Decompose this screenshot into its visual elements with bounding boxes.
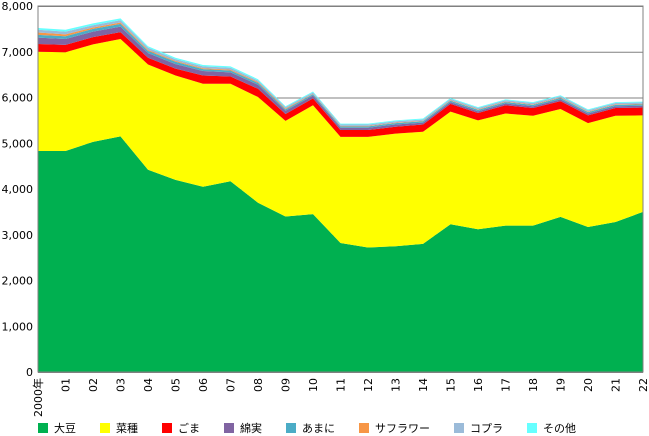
y-tick-label: 5,000	[2, 137, 34, 150]
x-tick-label: 11	[335, 378, 348, 392]
x-tick-label: 08	[252, 378, 265, 392]
legend-label: サフラワー	[375, 422, 430, 435]
x-tick-label: 05	[170, 378, 183, 392]
x-tick-label: 10	[307, 378, 320, 392]
axes	[37, 5, 644, 373]
legend-swatch	[224, 423, 234, 433]
legend-item: コプラ	[454, 420, 503, 436]
legend: 大豆 菜種 ごま 綿実 あまに サフラワー コプラ その他	[38, 420, 600, 436]
legend-swatch	[100, 423, 110, 433]
x-tick-label: 13	[390, 378, 403, 392]
legend-label: あまに	[302, 422, 335, 435]
x-tick-label: 12	[362, 378, 375, 392]
x-tick-label: 16	[472, 378, 485, 392]
legend-label: 大豆	[54, 422, 76, 435]
x-tick-label: 20	[582, 378, 595, 392]
x-tick-label: 06	[197, 378, 210, 392]
x-tick-label: 01	[60, 378, 73, 392]
x-tick-label: 15	[445, 378, 458, 392]
y-tick-label: 0	[26, 366, 33, 379]
y-tick-label: 7,000	[2, 46, 34, 59]
legend-item: ごま	[162, 420, 200, 436]
legend-item: その他	[527, 420, 576, 436]
x-tick-label: 02	[87, 378, 100, 392]
legend-label: コプラ	[470, 422, 503, 435]
x-tick-label: 09	[280, 378, 293, 392]
legend-label: 綿実	[240, 422, 262, 435]
legend-swatch	[286, 423, 296, 433]
x-tick-label: 17	[500, 378, 513, 392]
legend-item: あまに	[286, 420, 335, 436]
legend-label: その他	[543, 422, 576, 435]
legend-swatch	[162, 423, 172, 433]
y-tick-labels: 0 1,000 2,000 3,000 4,000 5,000 6,000 7,000 8,00…	[2, 0, 34, 379]
x-tick-label: 21	[610, 378, 623, 392]
legend-swatch	[454, 423, 464, 433]
x-tick-label: 18	[527, 378, 540, 392]
legend-label: ごま	[178, 422, 200, 435]
legend-item: 大豆	[38, 420, 76, 436]
y-tick-label: 4,000	[2, 183, 34, 196]
legend-item: 綿実	[224, 420, 262, 436]
y-tick-label: 6,000	[2, 92, 34, 105]
area-3	[38, 32, 643, 137]
legend-item: 菜種	[100, 420, 138, 436]
legend-swatch	[38, 423, 48, 433]
y-tick-label: 3,000	[2, 229, 34, 242]
y-tick-label: 8,000	[2, 0, 34, 13]
x-tick-label: 04	[142, 378, 155, 392]
x-tick-label: 03	[115, 378, 128, 392]
x-tick-label: 07	[225, 378, 238, 392]
area-series	[38, 18, 643, 372]
x-tick-label: 19	[555, 378, 568, 392]
area-2	[38, 38, 643, 248]
legend-item: サフラワー	[359, 420, 430, 436]
x-tick-labels: 2000年 01 02 03 04 05 06 07 08 09 10 11 12 13 14 15 16 17 1…	[31, 378, 649, 417]
y-tick-label: 2,000	[2, 275, 34, 288]
legend-swatch	[359, 423, 369, 433]
area-1	[38, 136, 643, 372]
x-tick-label: 2000年	[31, 378, 45, 417]
y-tick-label: 1,000	[2, 320, 34, 333]
legend-swatch	[527, 423, 537, 433]
legend-label: 菜種	[116, 422, 138, 435]
x-tick-label: 14	[417, 378, 430, 392]
x-tick-label: 22	[637, 378, 649, 392]
